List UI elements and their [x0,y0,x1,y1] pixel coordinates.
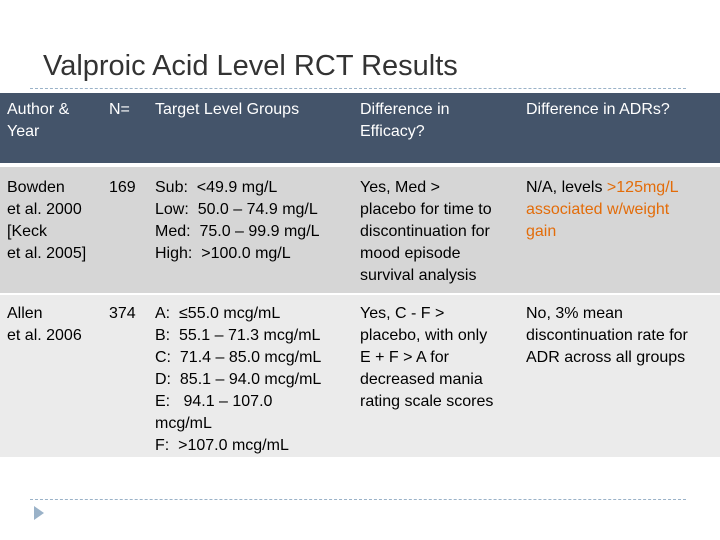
highlight-text: >125mg/L [606,179,679,196]
cell-n: 374 [109,305,136,322]
bullet-arrow-icon [34,506,44,520]
cell-n: 169 [109,179,136,196]
highlight-text: gain [526,223,557,240]
table-row-bowden: Bowden et al. 2000 [Keck et al. 2005] 16… [0,165,720,294]
cell-author: Allen et al. 2006 [7,305,82,344]
highlight-text: associated w/weight [526,201,670,218]
cell-target: Sub: <49.9 mg/L Low: 50.0 – 74.9 mg/L Me… [155,179,320,262]
header-adrs: Difference in ADRs? [520,93,720,167]
header-row: Author & Year N= Target Level Groups Dif… [0,93,720,167]
cell-efficacy: Yes, Med > placebo for time to discontin… [360,179,492,284]
footer-divider [30,499,686,500]
cell-adrs: No, 3% mean discontinuation rate for ADR… [526,305,688,366]
table-row-allen: Allen et al. 2006 374 A: ≤55.0 mcg/mL B:… [0,294,720,457]
title-divider [30,88,686,89]
header-target: Target Level Groups [149,93,354,167]
cell-adrs: N/A, levels >125mg/L associated w/weight… [520,165,720,294]
cell-target: A: ≤55.0 mcg/mL B: 55.1 – 71.3 mcg/mL C:… [155,305,322,454]
header-efficacy: Difference in Efficacy? [354,93,520,167]
cell-efficacy: Yes, C - F > placebo, with only E + F > … [360,305,494,410]
header-author: Author & Year [0,93,107,167]
results-table: Author & Year N= Target Level Groups Dif… [0,93,720,457]
cell-author: Bowden et al. 2000 [Keck et al. 2005] [7,179,87,262]
slide-title: Valproic Acid Level RCT Results [43,50,458,82]
header-n: N= [107,93,149,167]
